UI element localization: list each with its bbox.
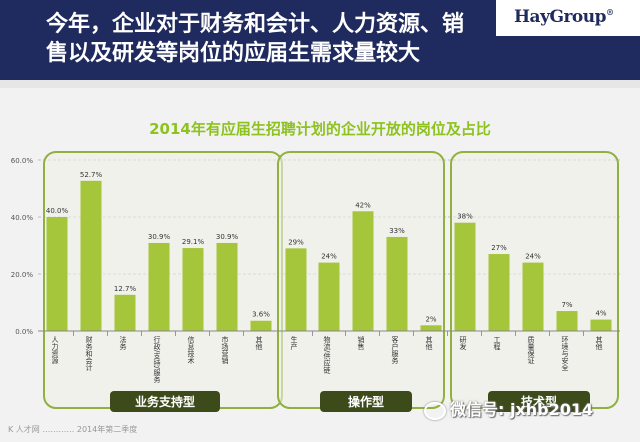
group-label-box (320, 391, 412, 412)
x-tick-label: 研发 (459, 336, 467, 351)
x-tick-label: 人力资源 (51, 336, 59, 365)
x-tick-label: 信息技术 (187, 335, 195, 365)
bar (216, 242, 238, 331)
bar (46, 217, 68, 331)
bar-value-label: 38% (457, 213, 473, 221)
chart-title: 2014年有应届生招聘计划的企业开放的岗位及占比 (149, 120, 491, 138)
bar-value-label: 4% (595, 310, 606, 318)
haygroup-logo: HayGroup® (514, 7, 614, 27)
wechat-icon (424, 401, 446, 420)
bar (420, 325, 442, 331)
bar (556, 311, 578, 331)
bar (522, 262, 544, 331)
bar-value-label: 52.7% (80, 171, 103, 179)
bar-value-label: 3.6% (252, 311, 270, 319)
bar-value-label: 24% (525, 253, 541, 261)
bar (148, 242, 170, 331)
x-tick-label: 物流/供应链 (323, 335, 331, 374)
x-tick-label: 客户服务 (391, 335, 399, 365)
y-tick-label: 0.0% (15, 328, 33, 336)
x-tick-label: 市场营销 (221, 335, 229, 365)
x-tick-label: 质量保证 (527, 335, 535, 365)
x-tick-label: 财务和会计 (85, 335, 93, 372)
group-label-box (110, 391, 220, 412)
bar-value-label: 7% (561, 301, 572, 309)
group-label-box (488, 391, 590, 412)
bar-value-label: 30.9% (148, 233, 171, 241)
bar-value-label: 30.9% (216, 233, 239, 241)
bar-value-label: 29.1% (182, 238, 205, 246)
x-tick-label: 其他 (255, 336, 263, 351)
logo-text: HayGroup (514, 7, 607, 27)
bar-value-label: 24% (321, 253, 337, 261)
bar (590, 319, 612, 331)
x-tick-label: 销售 (357, 335, 365, 351)
x-tick-label: 生产 (290, 335, 298, 351)
bar-value-label: 40.0% (46, 207, 69, 215)
bar (80, 180, 102, 331)
bar-value-label: 33% (389, 227, 405, 235)
bar (285, 248, 307, 331)
bar (352, 211, 374, 331)
bar (454, 222, 476, 331)
bar-value-label: 27% (491, 244, 507, 252)
bar (114, 294, 136, 331)
x-tick-label: 行政/支持/服务 (153, 335, 161, 384)
x-tick-label: 其他 (425, 336, 433, 351)
group-label: 操作型 (348, 394, 384, 409)
y-tick-label: 60.0% (11, 157, 34, 165)
y-tick-label: 20.0% (11, 271, 34, 279)
header-divider (0, 80, 640, 88)
bar-value-label: 2% (425, 315, 436, 323)
page-title: 今年，企业对于财务和会计、人力资源、销售以及研发等岗位的应届生需求量较大 (46, 12, 465, 66)
wechat-watermark: 微信号: jxhb2014 (424, 396, 593, 420)
x-tick-label: 其他 (595, 336, 603, 351)
bar (386, 236, 408, 331)
bar-value-label: 42% (355, 201, 371, 209)
group-label: 技术型 (521, 394, 557, 409)
y-tick-label: 40.0% (11, 214, 34, 222)
source-note: K 人才网 ………… 2014年第二季度 (8, 425, 138, 434)
bar (318, 262, 340, 331)
x-tick-label: 工程 (493, 336, 501, 351)
bar (182, 248, 204, 331)
logo-registered-mark: ® (606, 7, 614, 17)
x-tick-label: 环境与安全 (561, 336, 569, 371)
x-tick-label: 法务 (119, 335, 127, 351)
bar-value-label: 29% (288, 238, 304, 246)
logo-area (496, 0, 640, 36)
watermark-text: 微信号: jxhb2014 (450, 400, 594, 419)
bar-value-label: 12.7% (114, 285, 137, 293)
bar (250, 320, 272, 331)
bar (488, 254, 510, 331)
group-label: 业务支持型 (135, 394, 195, 409)
